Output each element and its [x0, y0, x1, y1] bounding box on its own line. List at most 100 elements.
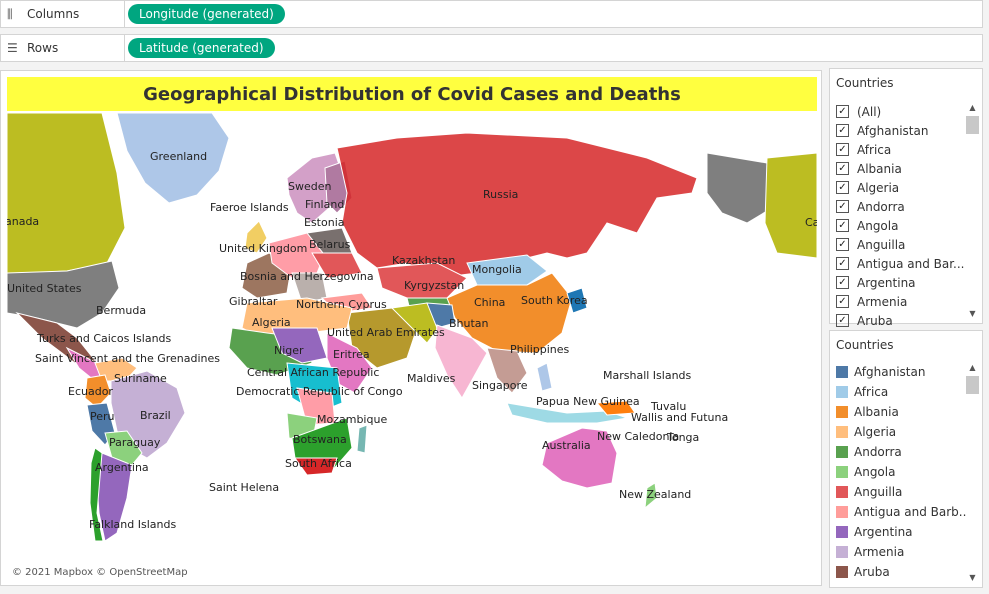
legend-item[interactable]: Algeria: [836, 422, 966, 442]
filter-item[interactable]: ✓ Armenia: [836, 292, 966, 311]
filter-item[interactable]: ✓ Algeria: [836, 178, 966, 197]
map-label: Philippines: [510, 343, 570, 356]
checkbox-checked-icon[interactable]: ✓: [836, 105, 849, 118]
scroll-thumb[interactable]: [966, 376, 979, 394]
filter-item-label: Argentina: [857, 275, 916, 290]
filter-item-label: Aruba: [857, 313, 893, 328]
map-label: Central African Republic: [247, 366, 379, 379]
legend-item[interactable]: Antigua and Barb...: [836, 502, 966, 522]
map-label: Eritrea: [333, 348, 370, 361]
filter-item[interactable]: ✓ Afghanistan: [836, 121, 966, 140]
legend-swatch: [836, 486, 848, 498]
legend-item-label: Antigua and Barb...: [854, 505, 966, 519]
filter-item[interactable]: ✓ Africa: [836, 140, 966, 159]
region-russia: [336, 132, 698, 279]
filter-scrollbar[interactable]: ▲ ▼: [966, 102, 979, 320]
map-label: Mozambique: [317, 413, 387, 426]
legend-item-label: Aruba: [854, 565, 890, 579]
filter-item[interactable]: ✓ Anguilla: [836, 235, 966, 254]
region-south-africa: [294, 457, 338, 476]
columns-shelf: ⫼ Columns Longitude (generated): [0, 0, 983, 28]
checkbox-checked-icon[interactable]: ✓: [836, 162, 849, 175]
legend-item-label: Africa: [854, 385, 889, 399]
filter-item[interactable]: ✓ Andorra: [836, 197, 966, 216]
region-afghanistan: [426, 302, 456, 329]
map-label: Marshall Islands: [603, 369, 692, 382]
checkbox-checked-icon[interactable]: ✓: [836, 238, 849, 251]
legend-item-label: Anguilla: [854, 485, 903, 499]
filter-item[interactable]: ✓ Angola: [836, 216, 966, 235]
filter-item-label: Anguilla: [857, 237, 906, 252]
legend-swatch: [836, 426, 848, 438]
map-label: Australia: [542, 439, 591, 452]
scroll-thumb[interactable]: [966, 116, 979, 134]
region-korea-japan: [566, 287, 588, 314]
region-australia: [541, 427, 618, 489]
checkbox-checked-icon[interactable]: ✓: [836, 295, 849, 308]
rows-shelf-label: ☰ Rows: [1, 35, 125, 61]
filter-item[interactable]: ✓ Antigua and Bar...: [836, 254, 966, 273]
map-label: Bermuda: [96, 304, 146, 317]
map-label: Falkland Islands: [89, 518, 176, 531]
region-bolivia-paraguay: [104, 430, 143, 466]
region-china: [446, 272, 573, 354]
filter-list: ✓ (All) ✓ Afghanistan ✓ Africa ✓ Albania ✓ Algeri…: [836, 102, 966, 330]
legend-item[interactable]: Afghanistan: [836, 362, 966, 382]
checkbox-checked-icon[interactable]: ✓: [836, 276, 849, 289]
map-label: Belarus: [309, 238, 351, 251]
map-label: United Arab Emirates: [327, 326, 445, 339]
region-chile: [89, 447, 104, 542]
scroll-up-icon[interactable]: ▲: [969, 103, 976, 112]
filter-item-label: Angola: [857, 218, 899, 233]
filter-item-label: Afghanistan: [857, 123, 929, 138]
map-label: Saint Vincent and the Grenadines: [35, 352, 220, 365]
checkbox-checked-icon[interactable]: ✓: [836, 219, 849, 232]
scroll-down-icon[interactable]: ▼: [969, 309, 976, 318]
filter-item[interactable]: ✓ Argentina: [836, 273, 966, 292]
filter-item[interactable]: ✓ (All): [836, 102, 966, 121]
world-map[interactable]: Greenland Sweden Faeroe Islands Finland Esto…: [7, 113, 817, 581]
legend-scrollbar[interactable]: ▲ ▼: [966, 362, 979, 584]
columns-icon: ⫼: [7, 6, 13, 21]
filter-item-label: Albania: [857, 161, 902, 176]
legend-item[interactable]: Africa: [836, 382, 966, 402]
checkbox-checked-icon[interactable]: ✓: [836, 200, 849, 213]
map-label: New Caledonia: [597, 430, 679, 443]
map-label: Kyrgyzstan: [404, 279, 464, 292]
legend-swatch: [836, 366, 848, 378]
checkbox-checked-icon[interactable]: ✓: [836, 257, 849, 270]
longitude-pill[interactable]: Longitude (generated): [128, 4, 285, 24]
map-label: Greenland: [150, 150, 207, 163]
legend-item[interactable]: Aruba: [836, 562, 966, 582]
checkbox-checked-icon[interactable]: ✓: [836, 181, 849, 194]
latitude-pill[interactable]: Latitude (generated): [128, 38, 275, 58]
map-label: Faeroe Islands: [210, 201, 289, 214]
legend-item[interactable]: Argentina: [836, 522, 966, 542]
filter-item[interactable]: ✓ Albania: [836, 159, 966, 178]
legend-item[interactable]: Albania: [836, 402, 966, 422]
legend-item[interactable]: Anguilla: [836, 482, 966, 502]
legend-item[interactable]: Armenia: [836, 542, 966, 562]
legend-swatch: [836, 466, 848, 478]
filter-item[interactable]: ✓ Aruba: [836, 311, 966, 330]
legend-item-label: Armenia: [854, 545, 905, 559]
map-label: South Korea: [521, 294, 588, 307]
legend-item[interactable]: Angola: [836, 462, 966, 482]
map-label: Ecuador: [68, 385, 113, 398]
scroll-down-icon[interactable]: ▼: [969, 573, 976, 582]
legend-item-label: Andorra: [854, 445, 902, 459]
filter-item-label: (All): [857, 104, 882, 119]
map-label: United Kingdom: [219, 242, 307, 255]
checkbox-checked-icon[interactable]: ✓: [836, 314, 849, 327]
filter-item-label: Algeria: [857, 180, 900, 195]
checkbox-checked-icon[interactable]: ✓: [836, 143, 849, 156]
region-ukraine: [311, 252, 363, 279]
scroll-up-icon[interactable]: ▲: [969, 363, 976, 372]
map-label: Tuvalu: [650, 400, 686, 413]
map-canvas[interactable]: [7, 113, 817, 581]
checkbox-checked-icon[interactable]: ✓: [836, 124, 849, 137]
legend-item[interactable]: Andorra: [836, 442, 966, 462]
legend-swatch: [836, 406, 848, 418]
map-label: United States: [7, 282, 82, 295]
region-canada-east: [764, 152, 817, 259]
